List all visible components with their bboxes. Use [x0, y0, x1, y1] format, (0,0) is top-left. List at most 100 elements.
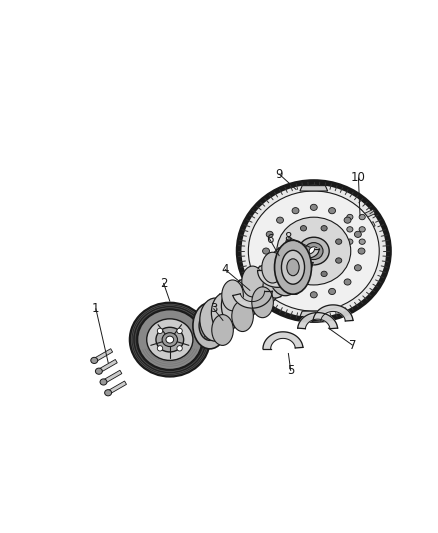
- Ellipse shape: [358, 248, 365, 254]
- Ellipse shape: [156, 327, 184, 352]
- Ellipse shape: [240, 184, 387, 318]
- Text: 5: 5: [287, 364, 294, 377]
- Circle shape: [177, 345, 182, 351]
- Ellipse shape: [304, 243, 323, 260]
- Ellipse shape: [292, 207, 299, 214]
- Text: 8: 8: [285, 231, 292, 244]
- Polygon shape: [300, 311, 328, 317]
- Ellipse shape: [205, 333, 209, 339]
- Text: 9: 9: [276, 167, 283, 181]
- Polygon shape: [362, 209, 375, 219]
- Polygon shape: [95, 349, 113, 361]
- Polygon shape: [350, 234, 363, 244]
- Ellipse shape: [201, 319, 205, 325]
- Polygon shape: [350, 222, 363, 231]
- Ellipse shape: [251, 265, 279, 305]
- Ellipse shape: [328, 207, 336, 214]
- Ellipse shape: [138, 310, 202, 370]
- Ellipse shape: [354, 265, 361, 271]
- Ellipse shape: [276, 279, 283, 285]
- Ellipse shape: [231, 279, 259, 319]
- Ellipse shape: [359, 239, 365, 244]
- Ellipse shape: [266, 265, 273, 271]
- Ellipse shape: [328, 288, 336, 295]
- Polygon shape: [104, 370, 122, 383]
- Ellipse shape: [205, 320, 215, 332]
- Ellipse shape: [252, 287, 273, 318]
- Ellipse shape: [105, 390, 112, 396]
- Ellipse shape: [282, 251, 304, 284]
- Ellipse shape: [298, 237, 329, 265]
- Text: 1: 1: [92, 302, 99, 316]
- Ellipse shape: [222, 280, 244, 311]
- Ellipse shape: [287, 259, 299, 276]
- Polygon shape: [298, 312, 338, 329]
- Ellipse shape: [266, 231, 273, 237]
- Ellipse shape: [261, 258, 289, 298]
- Text: 2: 2: [160, 277, 167, 290]
- Ellipse shape: [286, 258, 292, 263]
- Ellipse shape: [199, 311, 221, 341]
- Polygon shape: [99, 359, 117, 372]
- Ellipse shape: [242, 266, 263, 297]
- Ellipse shape: [147, 319, 193, 360]
- Ellipse shape: [309, 247, 318, 255]
- Ellipse shape: [275, 240, 311, 294]
- Ellipse shape: [268, 246, 302, 296]
- Ellipse shape: [344, 217, 351, 223]
- Ellipse shape: [347, 227, 353, 232]
- Ellipse shape: [347, 214, 353, 220]
- Ellipse shape: [344, 279, 351, 285]
- Polygon shape: [362, 234, 375, 244]
- Circle shape: [177, 328, 182, 334]
- Ellipse shape: [336, 239, 342, 244]
- Ellipse shape: [359, 214, 365, 220]
- Ellipse shape: [359, 227, 365, 232]
- Polygon shape: [300, 185, 328, 191]
- Ellipse shape: [130, 303, 210, 377]
- Ellipse shape: [211, 313, 215, 319]
- Ellipse shape: [215, 327, 219, 333]
- Polygon shape: [350, 209, 363, 219]
- Ellipse shape: [311, 292, 317, 298]
- Ellipse shape: [232, 301, 253, 332]
- Circle shape: [157, 328, 162, 334]
- Ellipse shape: [276, 217, 283, 223]
- Text: 3: 3: [210, 302, 217, 316]
- Polygon shape: [313, 305, 353, 321]
- Ellipse shape: [262, 252, 283, 283]
- Ellipse shape: [286, 239, 292, 244]
- Ellipse shape: [100, 379, 107, 385]
- Ellipse shape: [277, 217, 351, 285]
- Ellipse shape: [200, 298, 231, 341]
- Ellipse shape: [212, 293, 239, 333]
- Text: 6: 6: [266, 233, 274, 246]
- Ellipse shape: [311, 204, 317, 211]
- Text: 7: 7: [349, 338, 356, 351]
- Ellipse shape: [221, 286, 249, 326]
- Ellipse shape: [354, 231, 361, 237]
- Polygon shape: [263, 332, 303, 349]
- Ellipse shape: [321, 225, 327, 231]
- Polygon shape: [258, 270, 297, 287]
- Ellipse shape: [300, 225, 307, 231]
- Ellipse shape: [95, 368, 102, 374]
- Ellipse shape: [300, 271, 307, 277]
- Ellipse shape: [162, 333, 177, 346]
- Ellipse shape: [237, 180, 391, 322]
- Ellipse shape: [248, 191, 379, 311]
- Polygon shape: [108, 381, 127, 394]
- Ellipse shape: [263, 248, 269, 254]
- Ellipse shape: [347, 239, 353, 244]
- Text: 4: 4: [222, 263, 229, 276]
- Ellipse shape: [166, 336, 173, 343]
- Polygon shape: [298, 249, 319, 258]
- Ellipse shape: [292, 288, 299, 295]
- Polygon shape: [233, 291, 272, 308]
- Ellipse shape: [336, 258, 342, 263]
- Ellipse shape: [193, 303, 227, 349]
- Ellipse shape: [321, 271, 327, 277]
- Polygon shape: [362, 222, 375, 231]
- Circle shape: [157, 345, 162, 351]
- Ellipse shape: [241, 272, 269, 312]
